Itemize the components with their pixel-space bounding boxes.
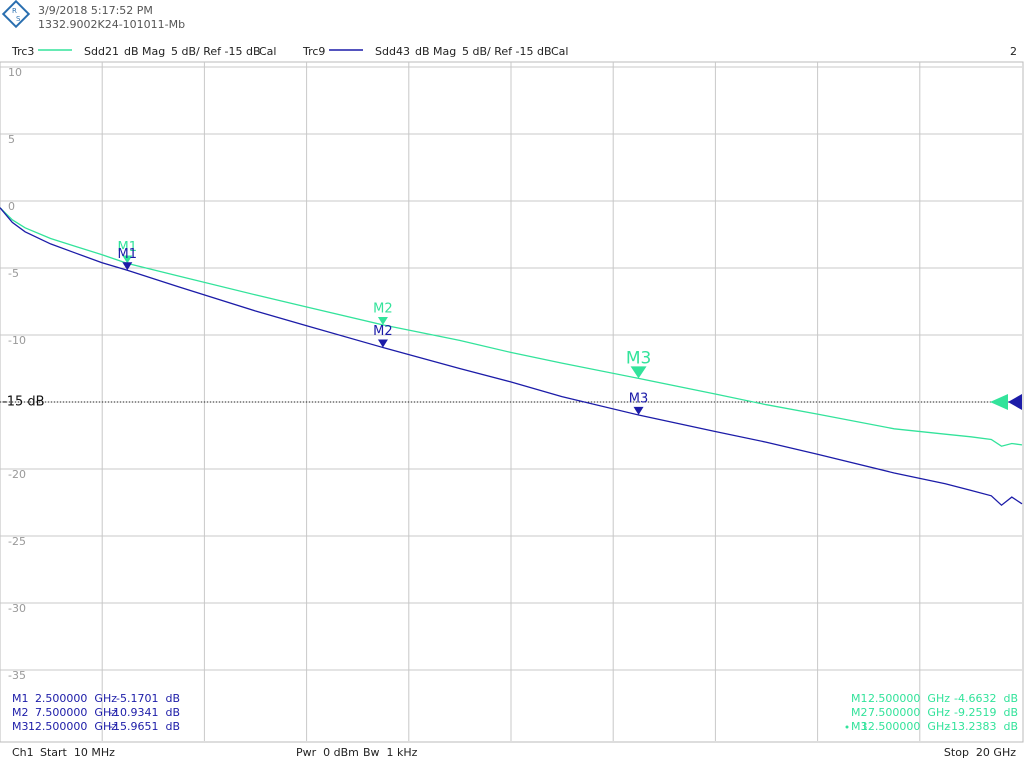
marker-label: M3 <box>629 391 649 406</box>
readout-x: 7.500000 GHz <box>868 706 950 719</box>
readout-value: -4.6632 dB <box>954 692 1018 705</box>
trace-scale: 5 dB/ Ref -15 dB <box>171 45 261 58</box>
readout-x: 2.500000 GHz <box>35 692 117 705</box>
readout-value: -15.9651 dB <box>109 720 180 733</box>
y-tick-label: -10 <box>8 334 26 347</box>
readout-value: -9.2519 dB <box>954 706 1018 719</box>
marker <box>630 366 647 379</box>
power: Pwr 0 dBm <box>296 746 359 759</box>
readout-value: -13.2383 dB <box>947 720 1018 733</box>
y-tick-label: -30 <box>8 602 26 615</box>
trace-cal: Cal <box>551 45 568 58</box>
y-tick-label: -35 <box>8 669 26 682</box>
readout-name: M2 <box>12 706 29 719</box>
readout-x: 12.500000 GHz <box>28 720 117 733</box>
legend-name: Sdd21 <box>84 45 119 58</box>
start: Start 10 MHz <box>40 746 115 759</box>
ref-arrow <box>1008 394 1022 410</box>
trace-format: dB Mag <box>415 45 456 58</box>
readout-name: M1 <box>851 692 868 705</box>
readout-x: 7.500000 GHz <box>35 706 117 719</box>
marker <box>122 255 133 264</box>
trace-line <box>0 207 1023 447</box>
channel: Ch1 <box>12 746 34 759</box>
y-tick-label: 10 <box>8 66 22 79</box>
marker <box>633 406 644 415</box>
ref-arrow <box>990 394 1008 410</box>
svg-text:R: R <box>12 7 17 15</box>
y-tick-label: -25 <box>8 535 26 548</box>
bandwidth: Bw 1 kHz <box>363 746 418 759</box>
y-tick-label: -20 <box>8 468 26 481</box>
device: 1332.9002K24-101011-Mb <box>38 18 185 31</box>
marker-label: M2 <box>373 324 393 339</box>
readout-x: 12.500000 GHz <box>861 720 950 733</box>
marker <box>377 316 388 325</box>
readout-x: 2.500000 GHz <box>868 692 950 705</box>
readout-value: -5.1701 dB <box>116 692 180 705</box>
stop: Stop 20 GHz <box>944 746 1016 759</box>
readout-name: M3 <box>851 720 868 733</box>
trace-id: Trc9 <box>302 45 325 58</box>
legend-name: Sdd43 <box>375 45 410 58</box>
trace-id: Trc3 <box>11 45 34 58</box>
active-marker-dot <box>845 725 849 729</box>
logo: R S <box>1 0 31 29</box>
marker-label: M3 <box>626 348 651 368</box>
readout-name: M3 <box>12 720 29 733</box>
svg-text:S: S <box>16 15 21 23</box>
marker-label: M1 <box>118 247 138 262</box>
marker <box>377 339 388 348</box>
date: 3/9/2018 5:17:52 PM <box>38 4 153 17</box>
y-tick-label: -15 dB <box>2 395 45 410</box>
readout-value: -10.9341 dB <box>109 706 180 719</box>
trace-scale: 5 dB/ Ref -15 dB <box>462 45 552 58</box>
marker <box>122 262 133 271</box>
readout-name: M1 <box>12 692 29 705</box>
marker-label: M2 <box>373 301 393 316</box>
trace-line <box>0 207 1023 507</box>
y-tick-label: 0 <box>8 200 15 213</box>
window-number: 2 <box>1010 45 1017 58</box>
marker-label: M1 <box>118 240 138 255</box>
readout-name: M2 <box>851 706 868 719</box>
y-tick-label: -5 <box>8 267 19 280</box>
trace-format: dB Mag <box>124 45 165 58</box>
y-tick-label: 5 <box>8 133 15 146</box>
trace-cal: Cal <box>259 45 276 58</box>
